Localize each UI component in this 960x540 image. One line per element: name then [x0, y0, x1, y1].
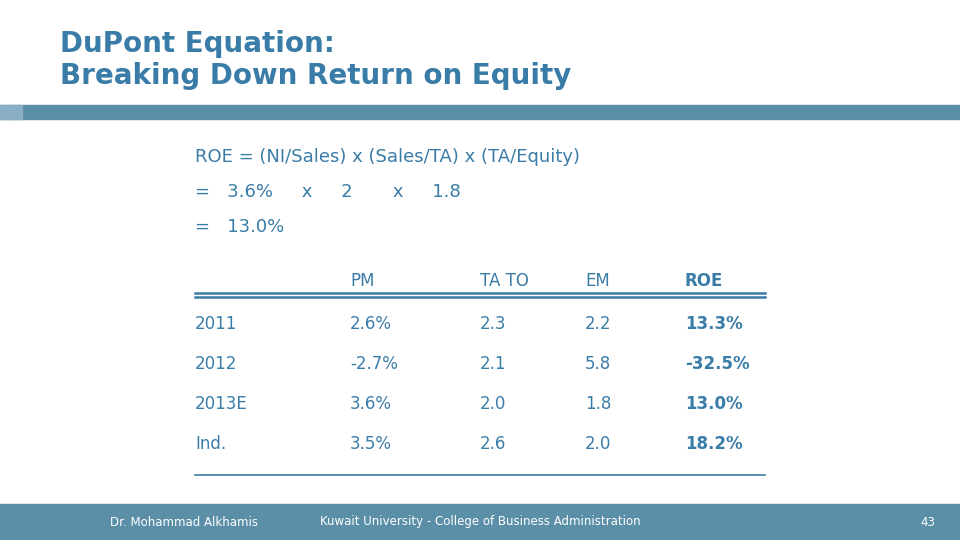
Text: Breaking Down Return on Equity: Breaking Down Return on Equity — [60, 62, 571, 90]
Text: -2.7%: -2.7% — [350, 355, 397, 373]
Text: 2011: 2011 — [195, 315, 237, 333]
Text: ROE: ROE — [685, 272, 724, 290]
Text: 2013E: 2013E — [195, 395, 248, 413]
Text: 18.2%: 18.2% — [685, 435, 743, 453]
Text: 2.2: 2.2 — [585, 315, 612, 333]
Text: -32.5%: -32.5% — [685, 355, 750, 373]
Text: =   3.6%     x     2       x     1.8: = 3.6% x 2 x 1.8 — [195, 183, 461, 201]
Bar — [0, 105, 960, 119]
Text: 5.8: 5.8 — [585, 355, 612, 373]
Bar — [0, 105, 22, 119]
Text: 2.0: 2.0 — [585, 435, 612, 453]
Text: =   13.0%: = 13.0% — [195, 218, 284, 236]
Text: TA TO: TA TO — [480, 272, 529, 290]
Text: 2012: 2012 — [195, 355, 237, 373]
Text: 43: 43 — [920, 516, 935, 529]
Text: 2.1: 2.1 — [480, 355, 507, 373]
Text: 2.0: 2.0 — [480, 395, 506, 413]
Text: PM: PM — [350, 272, 374, 290]
Text: 13.0%: 13.0% — [685, 395, 743, 413]
Text: 2.6%: 2.6% — [350, 315, 392, 333]
Text: ROE = (NI/Sales) x (Sales/TA) x (TA/Equity): ROE = (NI/Sales) x (Sales/TA) x (TA/Equi… — [195, 148, 580, 166]
Text: DuPont Equation:: DuPont Equation: — [60, 30, 335, 58]
Text: 2.3: 2.3 — [480, 315, 507, 333]
Text: 13.3%: 13.3% — [685, 315, 743, 333]
Text: Kuwait University - College of Business Administration: Kuwait University - College of Business … — [320, 516, 640, 529]
Text: Dr. Mohammad Alkhamis: Dr. Mohammad Alkhamis — [110, 516, 258, 529]
Text: 2.6: 2.6 — [480, 435, 506, 453]
Text: 1.8: 1.8 — [585, 395, 612, 413]
Text: EM: EM — [585, 272, 610, 290]
Bar — [0, 504, 960, 540]
Text: Ind.: Ind. — [195, 435, 227, 453]
Text: 3.6%: 3.6% — [350, 395, 392, 413]
Text: 3.5%: 3.5% — [350, 435, 392, 453]
